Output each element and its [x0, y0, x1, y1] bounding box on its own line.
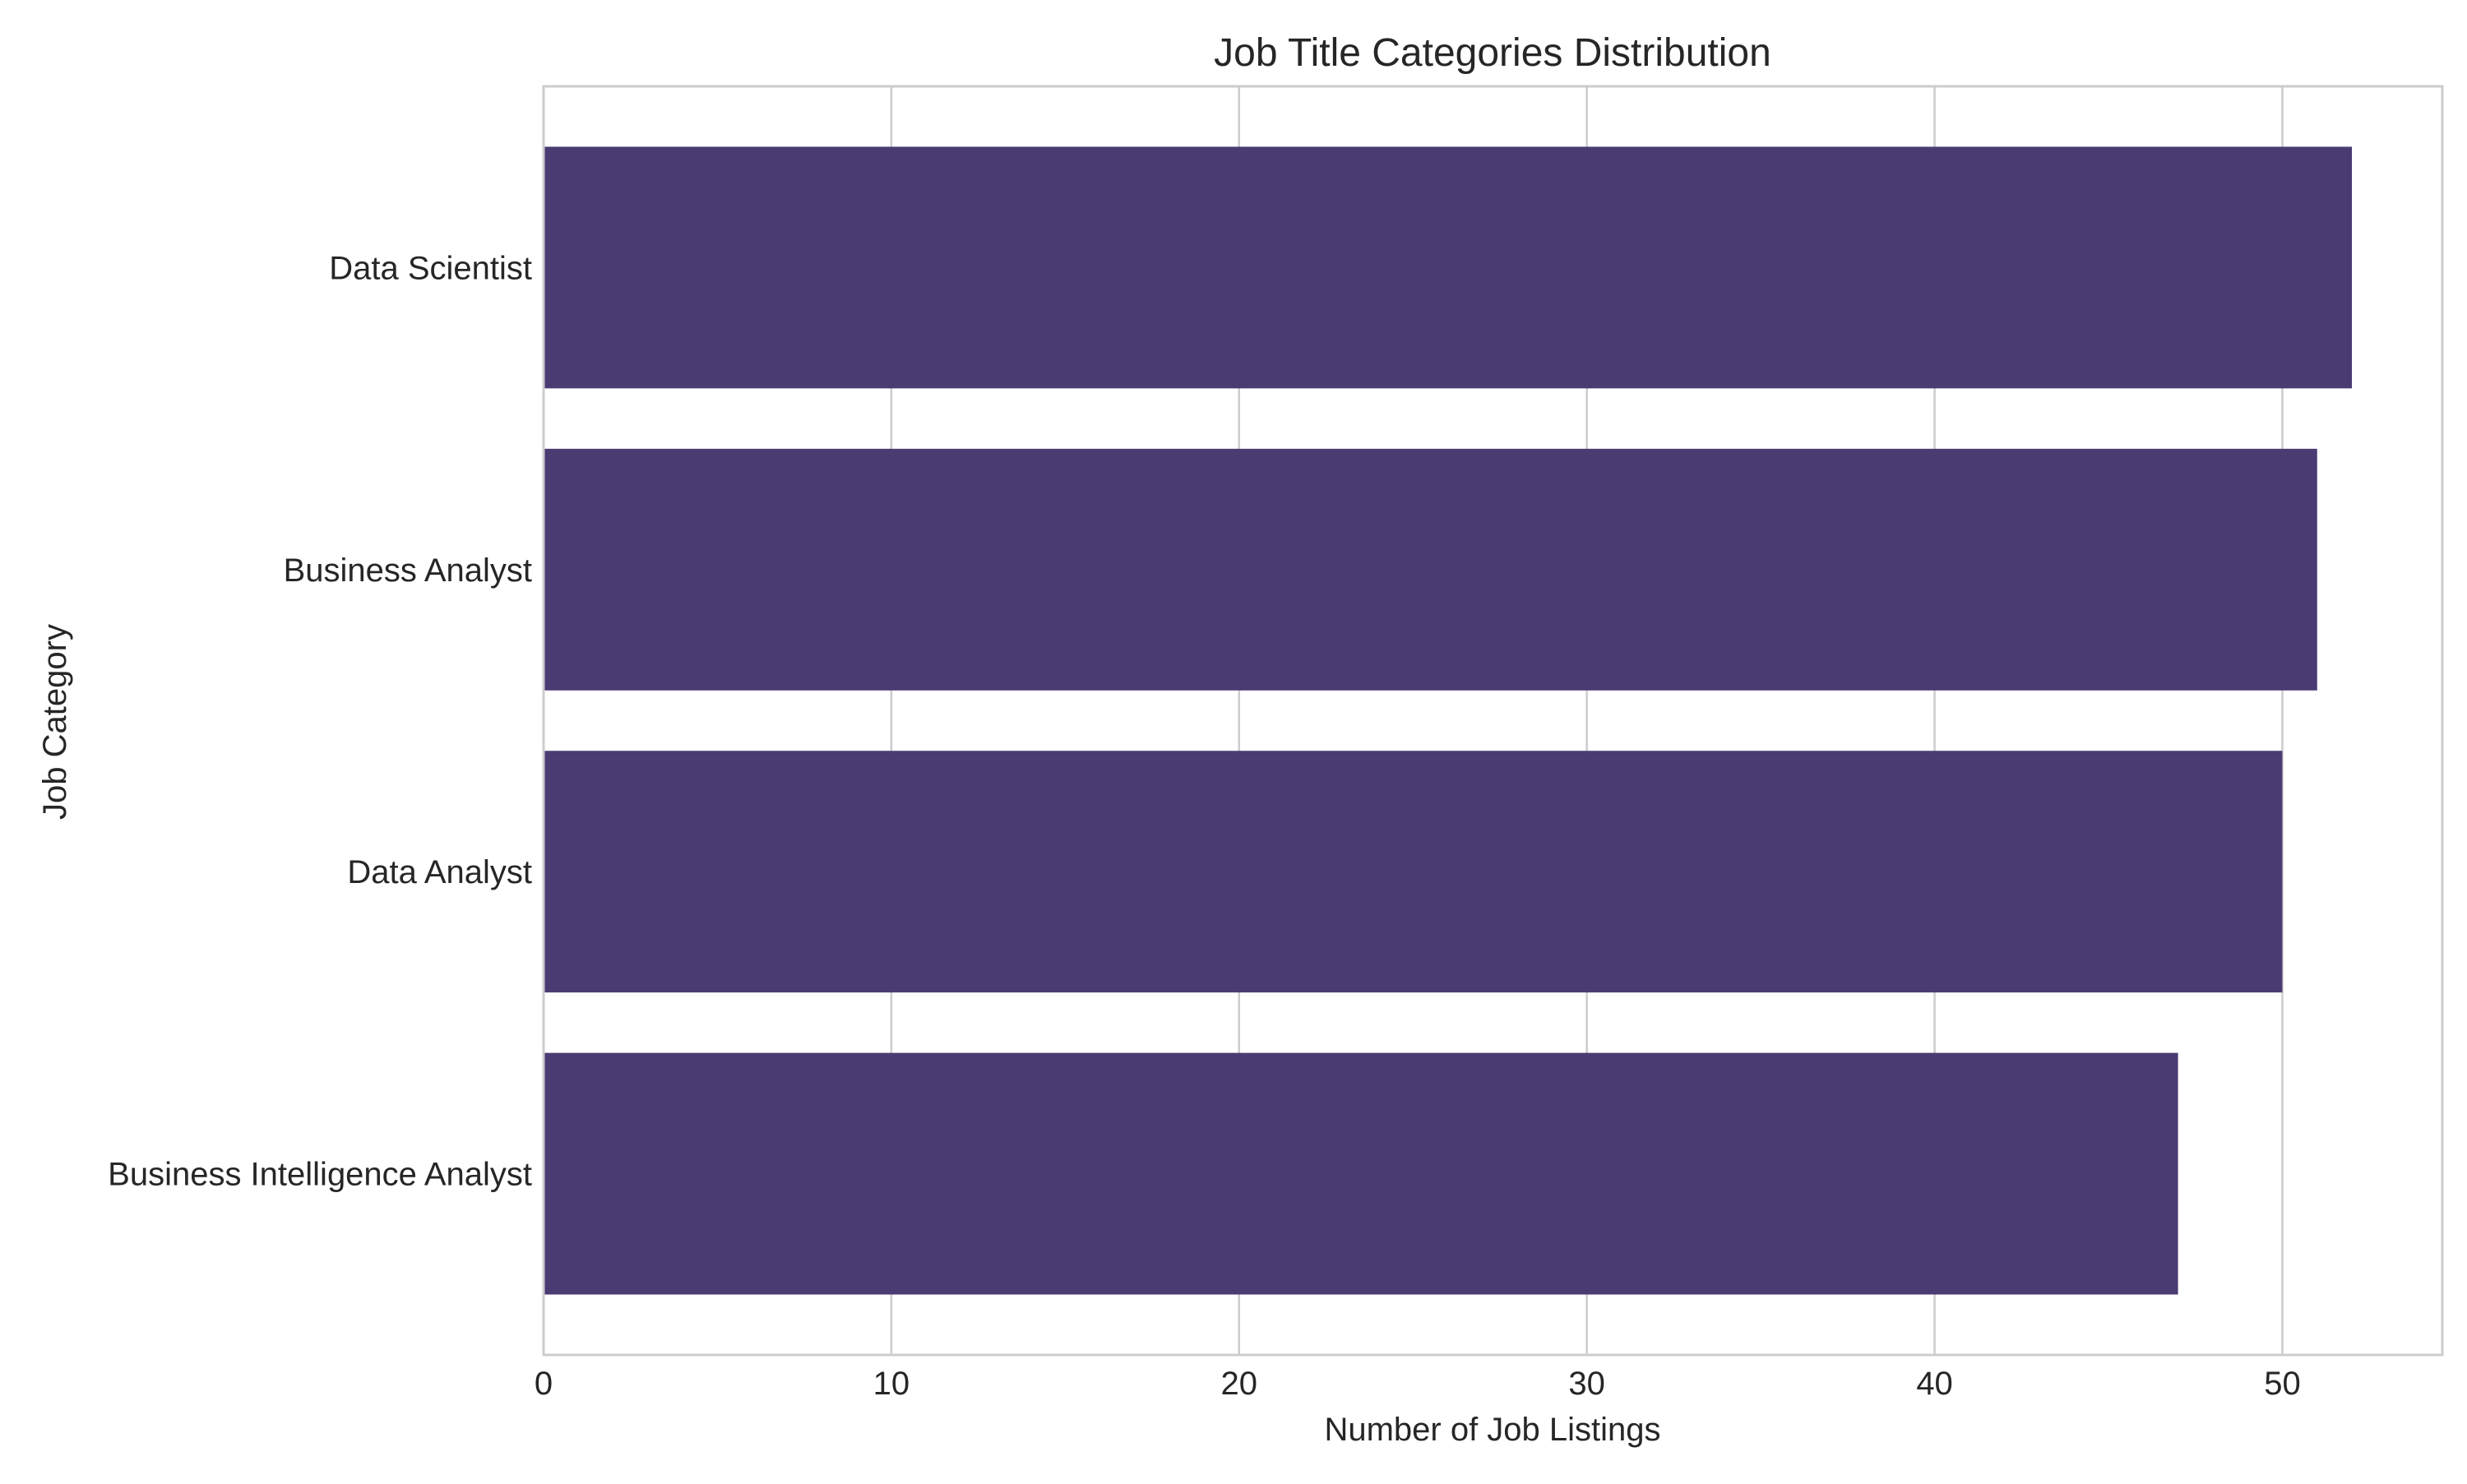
x-tick-label: 20	[1221, 1366, 1258, 1402]
x-axis-label: Number of Job Listings	[1324, 1412, 1660, 1448]
chart-title: Job Title Categories Distribution	[1214, 31, 1771, 75]
y-tick-labels: Data Scientist Business Analyst Data Analy…	[108, 250, 532, 1192]
bar	[544, 448, 2317, 691]
x-tick-label: 30	[1568, 1366, 1605, 1402]
y-tick-label: Business Intelligence Analyst	[108, 1157, 532, 1193]
y-tick-label: Data Scientist	[329, 250, 532, 286]
x-tick-label: 10	[873, 1366, 910, 1402]
x-tick-labels: 0 10 20 30 40 50	[535, 1366, 2301, 1402]
y-tick-label: Data Analyst	[347, 854, 532, 890]
x-tick-label: 40	[1916, 1366, 1953, 1402]
bar	[544, 751, 2283, 993]
y-axis-label: Job Category	[37, 624, 73, 820]
x-tick-label: 0	[535, 1366, 553, 1402]
y-tick-label: Business Analyst	[284, 552, 532, 589]
x-tick-label: 50	[2264, 1366, 2301, 1402]
plot-frame	[542, 85, 2444, 1357]
bars	[544, 146, 2353, 1295]
bar	[544, 146, 2353, 389]
bar	[544, 1052, 2178, 1295]
